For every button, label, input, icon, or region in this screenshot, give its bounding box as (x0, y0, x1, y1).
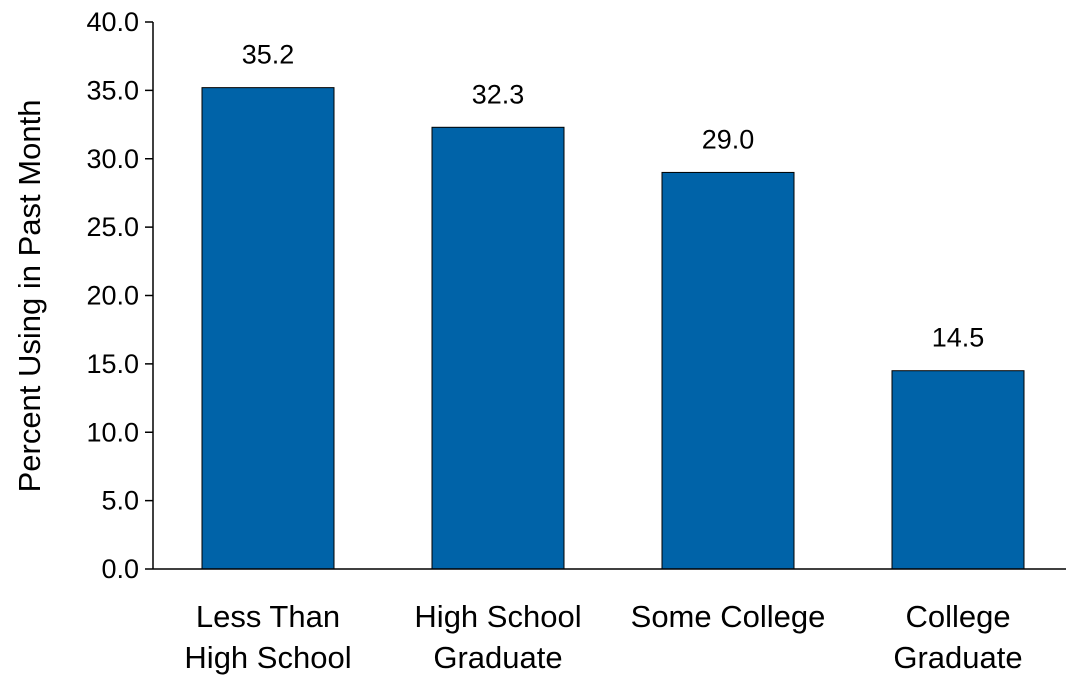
data-labels-group: 35.2 32.3 29.0 14.5 (242, 40, 985, 353)
y-tick-label: 10.0 (86, 417, 139, 447)
y-axis-label: Percent Using in Past Month (12, 100, 47, 493)
y-tick-label: 35.0 (86, 75, 139, 105)
x-category-label-line: College (905, 599, 1010, 634)
y-tick-label: 40.0 (86, 7, 139, 37)
x-category-label-line: Some College (631, 599, 826, 634)
y-tick-label: 25.0 (86, 212, 139, 242)
data-label: 14.5 (932, 323, 985, 353)
bar (661, 171, 795, 570)
x-category-label-line: Graduate (893, 640, 1022, 675)
data-label: 32.3 (472, 79, 525, 109)
y-tick-label: 5.0 (101, 486, 139, 516)
data-label: 35.2 (242, 40, 295, 70)
x-category-label-line: High School (414, 599, 581, 634)
x-axis: Less Than High School High School Graduate S… (153, 568, 1066, 675)
y-tick-label: 30.0 (86, 144, 139, 174)
bar (891, 370, 1025, 570)
x-category-label-line: High School (184, 640, 351, 675)
data-label: 29.0 (702, 124, 755, 154)
y-axis: 0.0 5.0 10.0 15.0 20.0 25.0 30.0 35.0 40.0 (86, 7, 154, 584)
y-tick-label: 15.0 (86, 349, 139, 379)
x-category-label: Some College (631, 599, 826, 634)
bar (431, 126, 565, 570)
y-tick-label: 0.0 (101, 554, 139, 584)
bars-group (201, 87, 1025, 570)
x-category-label-line: Graduate (433, 640, 562, 675)
x-category-label: High School Graduate (414, 599, 581, 675)
x-category-label: College Graduate (893, 599, 1022, 675)
x-category-label: Less Than High School (184, 599, 351, 675)
y-tick-label: 20.0 (86, 281, 139, 311)
bar (201, 87, 335, 570)
x-category-label-line: Less Than (196, 599, 340, 634)
